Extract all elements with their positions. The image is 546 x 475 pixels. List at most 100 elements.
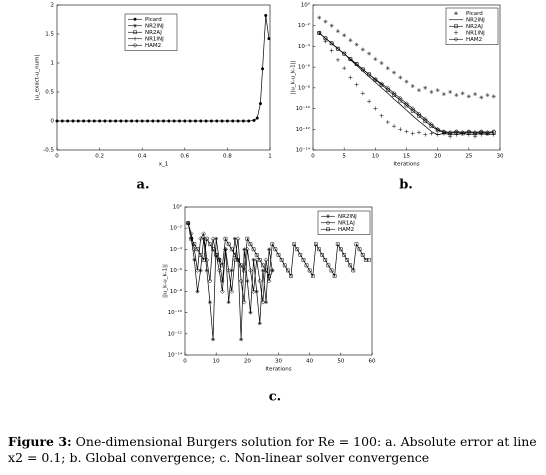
x-tick-label: 15 <box>403 154 410 160</box>
y-tick-label: 10⁻¹⁰ <box>296 105 311 112</box>
marker <box>71 119 75 123</box>
marker <box>379 61 384 66</box>
marker <box>441 92 446 97</box>
marker <box>348 38 353 43</box>
marker <box>103 119 107 123</box>
marker <box>454 130 459 135</box>
marker <box>372 76 378 82</box>
marker <box>213 252 219 258</box>
legend-marker <box>454 30 458 35</box>
marker <box>323 36 328 41</box>
y-tick-label: 10⁻⁴ <box>298 43 311 50</box>
marker <box>485 93 490 98</box>
marker <box>242 247 247 252</box>
marker <box>258 102 262 106</box>
marker <box>214 252 219 257</box>
marker <box>392 70 397 75</box>
legend-marker <box>132 42 138 48</box>
marker <box>286 268 290 273</box>
marker <box>217 258 222 262</box>
marker <box>251 257 256 262</box>
panel-label: b. <box>399 178 413 193</box>
marker <box>491 130 496 135</box>
panel-label: a. <box>137 178 150 193</box>
legend-label: NR2AJ <box>145 30 162 36</box>
marker <box>416 88 421 93</box>
marker <box>226 268 231 273</box>
marker <box>323 258 328 262</box>
marker <box>448 131 452 136</box>
legend-label: Picard <box>466 11 483 17</box>
marker <box>229 247 234 252</box>
marker <box>354 242 359 247</box>
marker <box>214 236 219 241</box>
marker <box>183 119 187 123</box>
y-tick-label: 10⁻¹⁴ <box>296 147 311 154</box>
marker <box>404 101 409 106</box>
x-tick-label: 30 <box>497 154 504 160</box>
marker <box>261 263 265 268</box>
marker <box>416 111 422 117</box>
marker <box>295 247 300 252</box>
marker <box>220 119 224 123</box>
y-tick-label: 10⁻¹⁰ <box>168 309 183 316</box>
marker <box>472 130 478 135</box>
marker <box>373 57 378 62</box>
marker <box>348 75 353 80</box>
x-axis-label: Iterations <box>265 367 291 373</box>
marker <box>220 279 225 283</box>
x-tick-label: 0.6 <box>180 154 189 160</box>
marker <box>289 274 293 278</box>
x-tick-label: 10 <box>213 359 220 365</box>
marker <box>479 130 484 135</box>
legend-label: HAM2 <box>338 227 354 233</box>
marker <box>254 252 259 257</box>
marker <box>177 119 182 123</box>
y-axis-label: |u_exact-u_num| <box>35 55 41 101</box>
marker <box>239 263 243 268</box>
marker <box>416 130 421 135</box>
y-tick-label: 10⁻⁸ <box>170 288 183 295</box>
marker <box>209 119 213 123</box>
marker <box>491 129 497 134</box>
marker <box>304 263 309 268</box>
marker <box>441 129 447 134</box>
legend-label: NR2INJ <box>338 214 357 220</box>
marker <box>255 116 259 120</box>
marker <box>348 263 353 268</box>
marker <box>82 119 86 123</box>
marker <box>226 242 231 247</box>
marker <box>201 258 206 262</box>
marker <box>248 242 253 247</box>
marker <box>391 90 397 96</box>
y-tick-label: 10⁻² <box>298 22 310 29</box>
marker <box>185 220 191 226</box>
marker <box>379 113 384 118</box>
marker <box>251 247 256 252</box>
marker <box>195 289 200 294</box>
marker <box>114 119 118 123</box>
marker <box>385 66 390 71</box>
x-tick-label: 20 <box>434 154 441 160</box>
marker <box>366 72 372 77</box>
marker <box>435 128 440 133</box>
y-tick-label: 10⁻¹² <box>168 330 182 337</box>
marker <box>198 236 203 242</box>
y-tick-label: 10⁰ <box>301 2 311 9</box>
marker <box>345 258 349 262</box>
marker <box>320 252 324 257</box>
marker <box>236 119 240 123</box>
y-axis-label: ||u_k-u_k-1|| <box>291 60 297 94</box>
marker <box>357 247 362 252</box>
marker <box>198 268 203 273</box>
marker <box>260 299 266 305</box>
marker <box>204 236 209 241</box>
marker <box>208 242 212 247</box>
legend-marker <box>133 17 137 21</box>
marker <box>316 30 322 36</box>
marker <box>454 93 459 98</box>
marker <box>335 46 341 52</box>
marker <box>231 119 235 123</box>
marker <box>429 89 434 94</box>
